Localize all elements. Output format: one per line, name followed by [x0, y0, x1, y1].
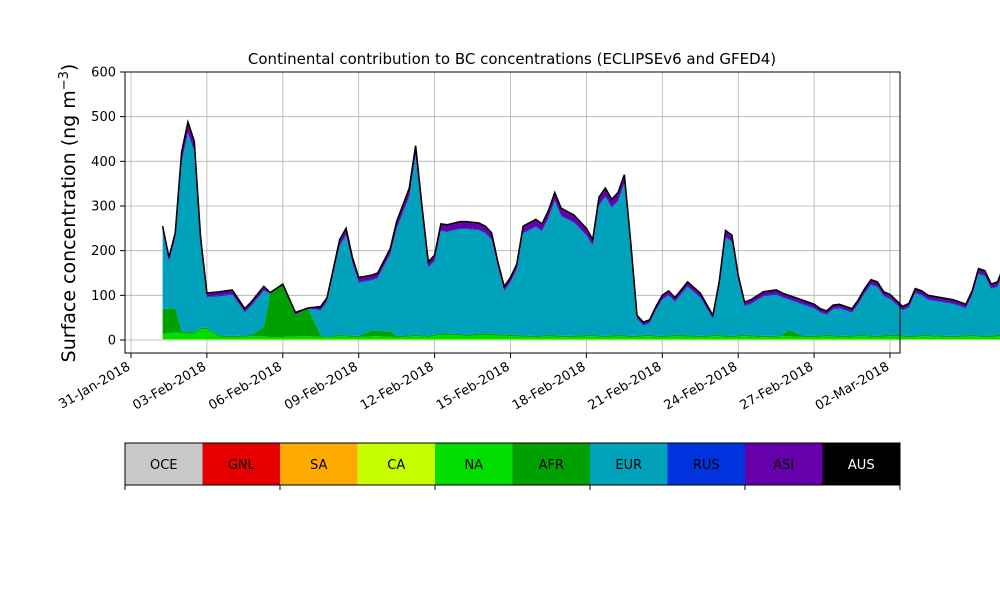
legend-swatch-afr: [512, 443, 591, 485]
legend-label-na: NA: [464, 458, 483, 473]
legend-swatch-ca: [357, 443, 436, 485]
y-axis-label-main: Surface concentration (ng m: [58, 90, 80, 362]
area-na: [162, 329, 1000, 340]
legend-swatch-aus: [822, 443, 901, 485]
y-tick-label: 600: [91, 66, 116, 81]
y-axis-label-exponent: −3: [57, 71, 72, 90]
legend-swatch-sa: [280, 443, 358, 485]
x-tick-label: 06-Feb-2018: [206, 359, 285, 413]
y-tick-label: 0: [108, 334, 116, 349]
x-tick-label: 31-Jan-2018: [56, 359, 133, 412]
legend-label-aus: AUS: [848, 458, 875, 473]
y-tick-label: 400: [91, 155, 116, 170]
x-tick-label: 18-Feb-2018: [510, 359, 589, 413]
y-tick-label: 300: [91, 200, 116, 215]
legend-label-asi: ASI: [773, 458, 794, 473]
chart-title: Continental contribution to BC concentra…: [248, 50, 776, 68]
x-tick-label: 15-Feb-2018: [434, 359, 513, 413]
stacked-areas: [161, 118, 1000, 340]
legend-label-eur: EUR: [615, 458, 642, 473]
legend-swatch-na: [435, 443, 513, 485]
x-tick-label: 03-Feb-2018: [130, 359, 209, 413]
legend-label-sa: SA: [310, 458, 327, 473]
legend-swatch-oce: [125, 443, 203, 485]
legend-swatch-eur: [590, 443, 668, 485]
x-tick-label: 12-Feb-2018: [358, 359, 437, 413]
x-tick-label: 24-Feb-2018: [662, 359, 741, 413]
x-tick-label: 02-Mar-2018: [813, 359, 892, 413]
legend-label-ca: CA: [387, 458, 405, 473]
y-axis-label: Surface concentration (ng m−3): [57, 64, 80, 363]
legend-label-oce: OCE: [150, 458, 178, 473]
y-tick-label: 100: [91, 289, 116, 304]
legend-label-afr: AFR: [539, 458, 564, 473]
y-axis-label-close: ): [58, 64, 80, 71]
legend-swatch-asi: [745, 443, 823, 485]
legend-frame: [124, 442, 901, 486]
y-tick-label: 500: [91, 110, 116, 125]
x-tick-label: 09-Feb-2018: [282, 359, 361, 413]
x-tick-label: 27-Feb-2018: [738, 359, 817, 413]
legend-swatch-rus: [667, 443, 746, 485]
area-eur: [162, 133, 1000, 338]
y-tick-label: 200: [91, 244, 116, 259]
total-outline: [161, 118, 1000, 324]
plot-frame: [124, 71, 901, 354]
legend-swatch-gnl: [202, 443, 281, 485]
legend-label-rus: RUS: [693, 458, 720, 473]
area-ca: [162, 339, 1000, 340]
legend-label-gnl: GNL: [228, 458, 256, 473]
x-tick-label: 21-Feb-2018: [586, 359, 665, 413]
legend-colorbar: OCE GNL SA CA NA AFR EUR RUS ASI AUS: [124, 442, 901, 490]
